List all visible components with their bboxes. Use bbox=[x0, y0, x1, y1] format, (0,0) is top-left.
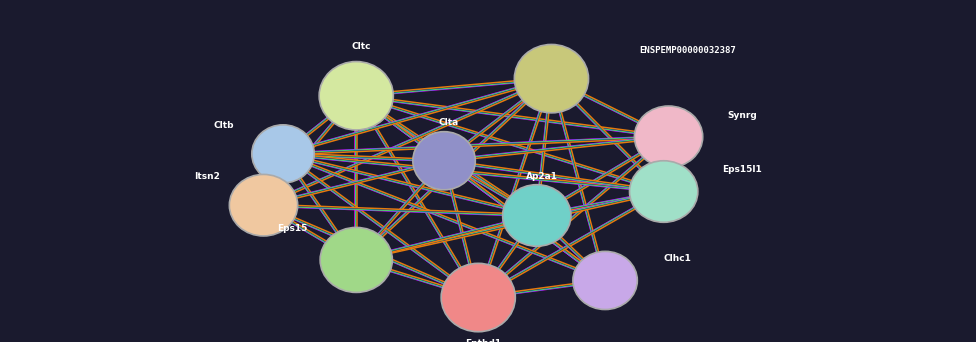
Text: Eps15: Eps15 bbox=[277, 224, 307, 233]
Text: Synrg: Synrg bbox=[727, 111, 756, 120]
Ellipse shape bbox=[252, 125, 314, 183]
Ellipse shape bbox=[229, 174, 298, 236]
Text: Eps15l1: Eps15l1 bbox=[722, 166, 762, 174]
Text: Ap2a1: Ap2a1 bbox=[526, 172, 557, 181]
Ellipse shape bbox=[441, 263, 515, 332]
Ellipse shape bbox=[503, 185, 571, 246]
Text: ENSPEMP00000032387: ENSPEMP00000032387 bbox=[639, 46, 736, 55]
Text: Clta: Clta bbox=[439, 118, 459, 127]
Text: Itsn2: Itsn2 bbox=[193, 172, 220, 181]
Text: Clhc1: Clhc1 bbox=[664, 254, 692, 263]
Ellipse shape bbox=[634, 106, 703, 168]
Ellipse shape bbox=[320, 227, 392, 292]
Ellipse shape bbox=[319, 62, 393, 130]
Ellipse shape bbox=[514, 44, 589, 113]
Text: Enthd1: Enthd1 bbox=[465, 339, 502, 342]
Ellipse shape bbox=[573, 251, 637, 310]
Text: Cltc: Cltc bbox=[351, 42, 371, 51]
Text: Cltb: Cltb bbox=[214, 121, 234, 130]
Ellipse shape bbox=[630, 161, 698, 222]
Ellipse shape bbox=[413, 132, 475, 190]
